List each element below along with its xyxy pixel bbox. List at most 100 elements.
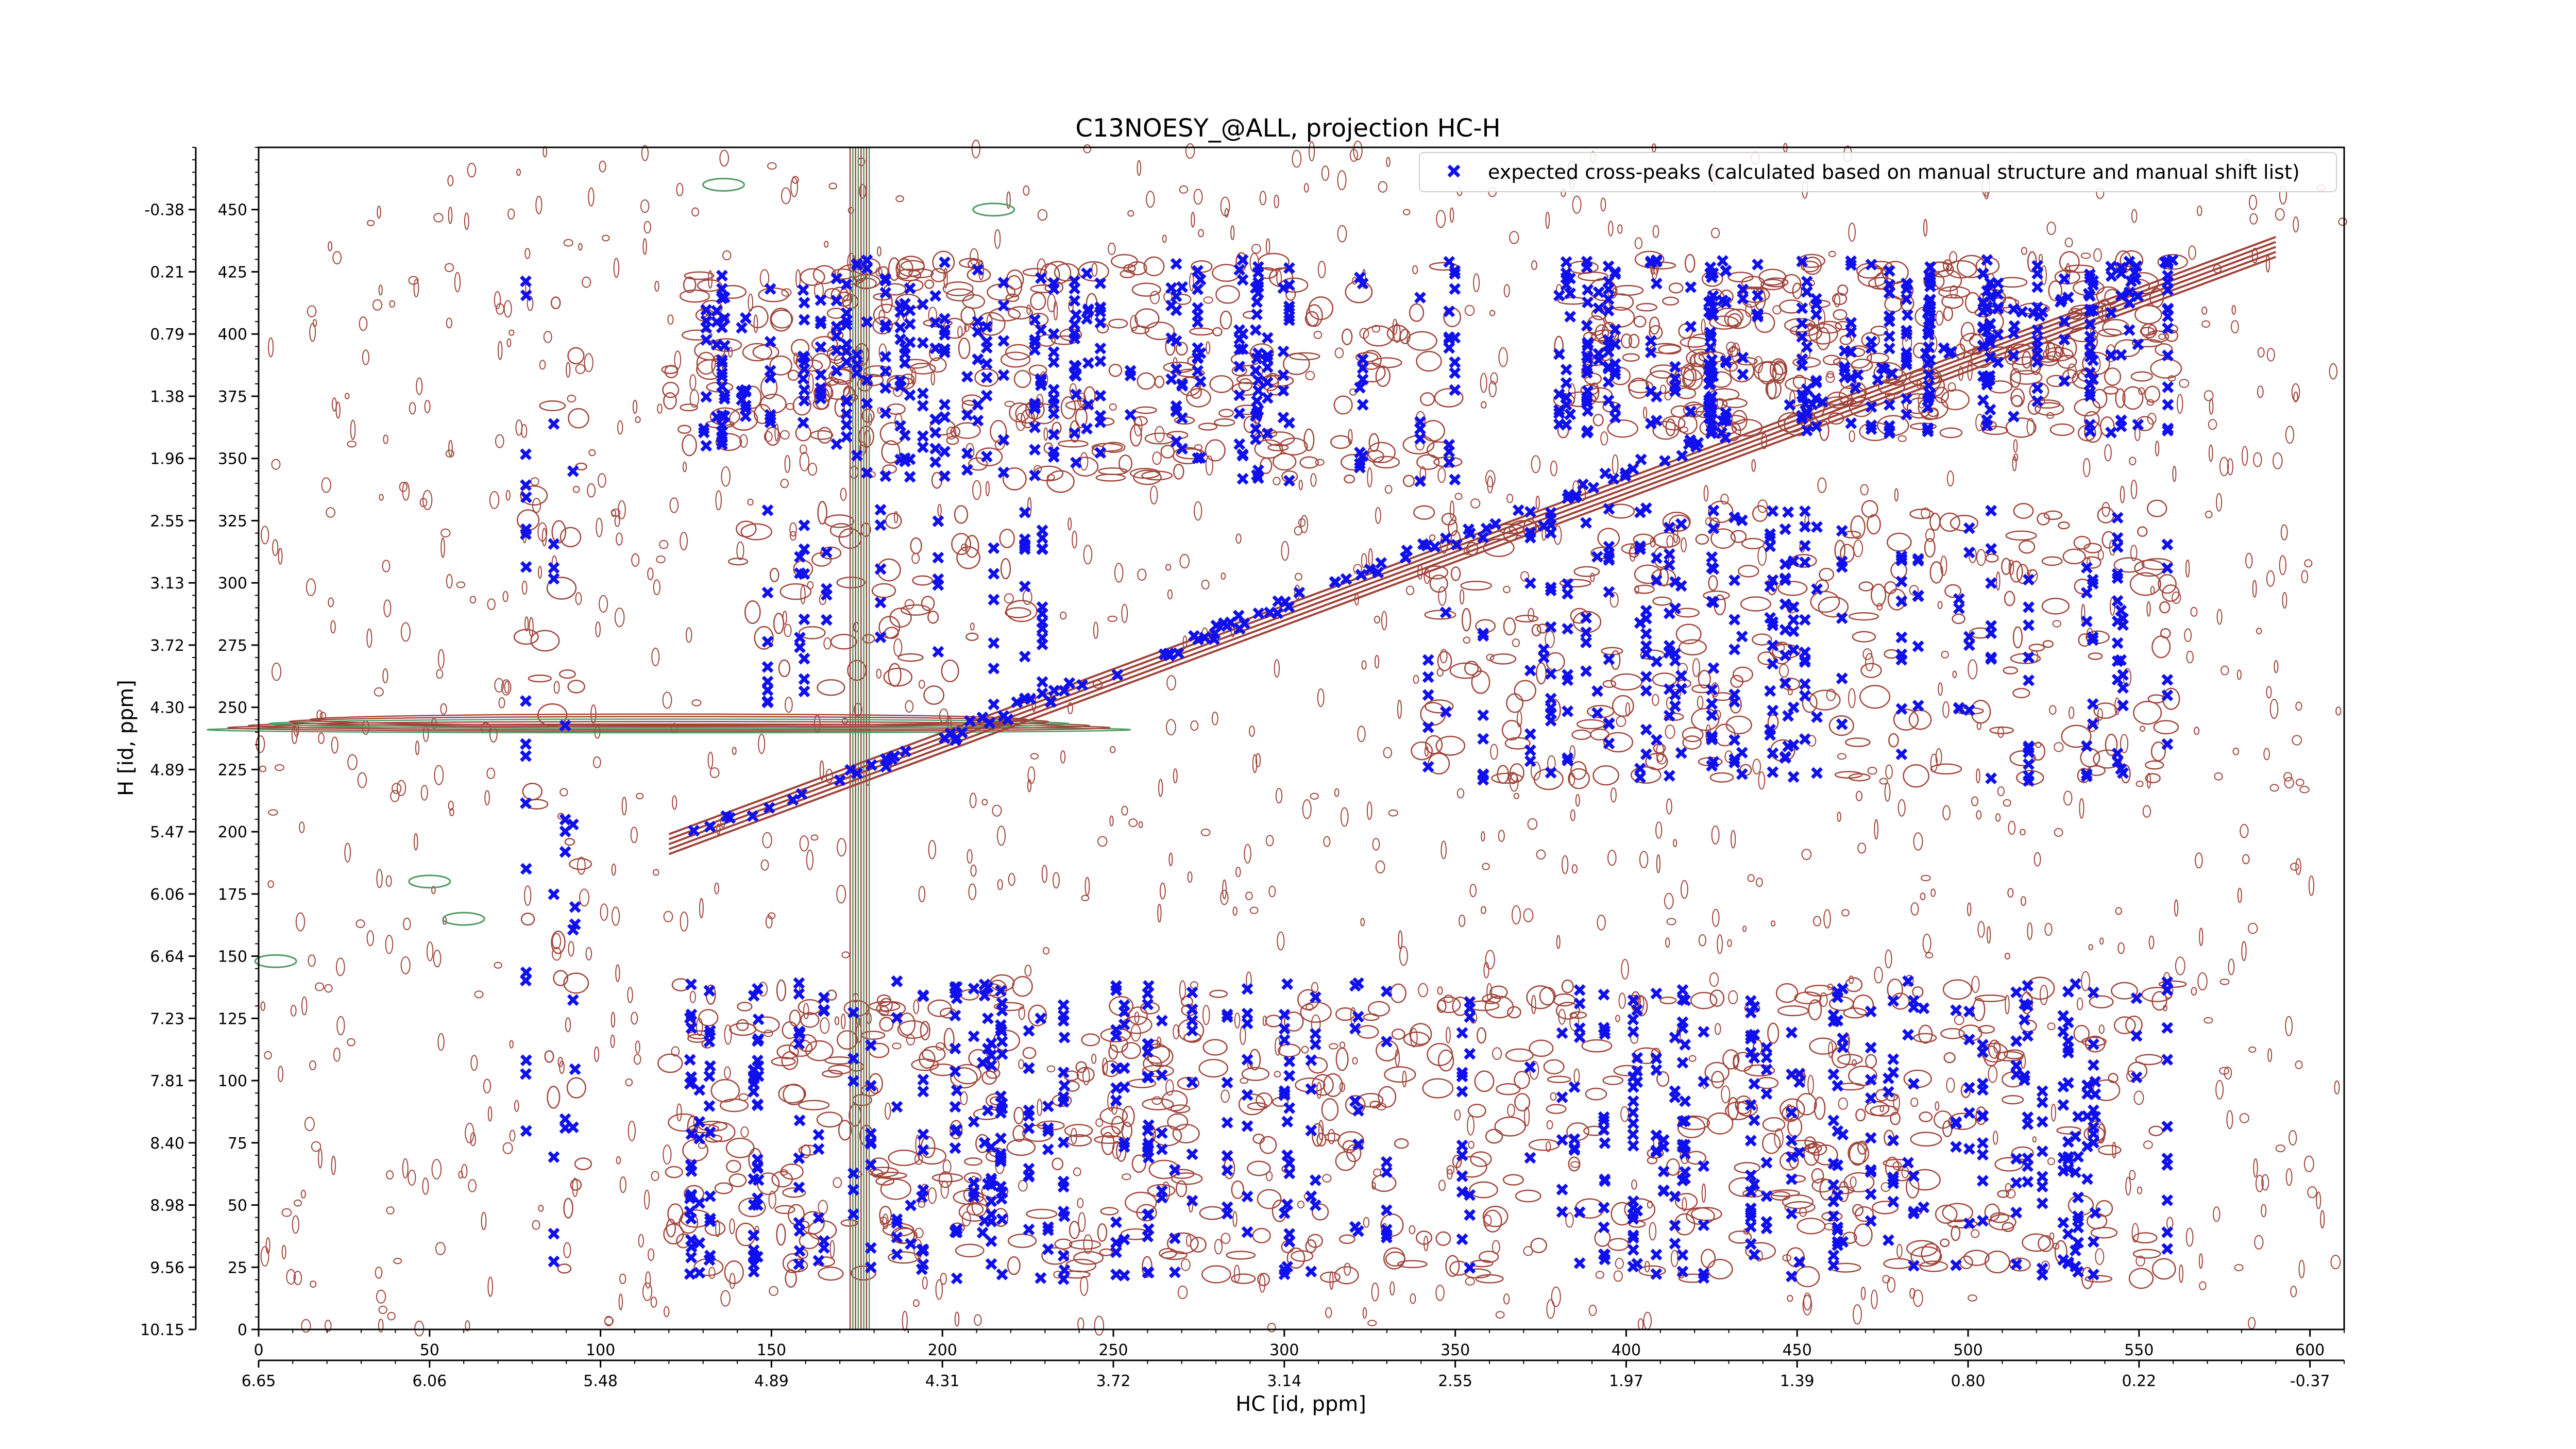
contour-peak [2151, 635, 2171, 659]
contour-peak [1433, 456, 1463, 468]
contour-peak [2011, 1146, 2034, 1160]
cross-peak [851, 449, 863, 462]
contour-peak [1536, 662, 1547, 685]
contour-noise [1185, 143, 1195, 159]
contour-peak [2041, 556, 2063, 566]
contour-noise [278, 548, 283, 565]
contour-noise [1588, 1304, 1597, 1316]
contour-noise [1817, 477, 1827, 493]
contour-noise [1558, 1008, 1566, 1025]
cross-peak [968, 983, 980, 995]
contour-peak [1122, 1106, 1135, 1127]
contour-peak [740, 523, 772, 541]
contour-peak [1402, 475, 1415, 487]
contour-noise [595, 621, 601, 637]
cross-peak [716, 380, 728, 393]
contour-noise [1353, 140, 1363, 161]
cross-peak [1241, 1089, 1253, 1101]
contour-noise [1230, 225, 1235, 240]
cross-peak [1305, 1054, 1317, 1066]
contour-peak [950, 1120, 963, 1140]
contour-noise [1536, 849, 1546, 860]
cross-peak [899, 347, 911, 360]
contour-noise [970, 864, 977, 877]
contour-noise [651, 1171, 659, 1181]
cross-peak [1422, 654, 1434, 666]
cross-peak [693, 1133, 706, 1145]
contour-noise [2245, 552, 2253, 569]
cross-peak [1019, 580, 1031, 593]
contour-noise [2216, 493, 2223, 512]
contour-peak [736, 1019, 749, 1032]
contour-peak [1475, 1274, 1504, 1284]
contour-noise [1137, 160, 1142, 176]
contour-noise [729, 1218, 735, 1235]
contour-peak [1975, 1106, 1987, 1125]
contour-noise [2205, 510, 2213, 518]
contour-peak [770, 309, 793, 329]
contour-peak [1871, 583, 1887, 607]
contour-noise [386, 1170, 394, 1180]
contour-noise [1937, 601, 1943, 609]
contour-peak [816, 1111, 843, 1128]
contour-peak [1482, 1205, 1509, 1227]
cross-peak [972, 398, 984, 411]
contour-peak [1129, 468, 1160, 479]
contour-peak [1386, 325, 1409, 342]
cross-peak [1035, 324, 1047, 336]
contour-peak [1584, 373, 1602, 385]
contour-noise [552, 933, 562, 950]
contour-peak [1960, 322, 1975, 342]
y-ppm-tick-label: 6.64 [150, 948, 184, 966]
cross-peak [1598, 988, 1610, 1001]
cross-peak [1353, 272, 1366, 284]
cross-peak [2161, 1120, 2174, 1133]
cross-peak [718, 393, 731, 405]
contour-noise [1692, 658, 1700, 677]
x-tick-label: 400 [1612, 1341, 1641, 1359]
cross-peak [1767, 766, 1779, 778]
contour-noise [315, 982, 325, 991]
cross-peak [1252, 374, 1264, 386]
contour-noise [918, 1201, 926, 1208]
contour-noise [841, 951, 850, 958]
contour-noise [1298, 479, 1303, 491]
cross-peak [2036, 1269, 2048, 1281]
cross-peak [548, 1151, 560, 1164]
contour-noise [828, 182, 837, 190]
contour-noise [372, 299, 383, 311]
cross-peak [996, 1213, 1008, 1225]
x-ppm-tick-label: 0.22 [2122, 1372, 2156, 1390]
cross-peak [1283, 300, 1295, 312]
contour-noise [1177, 1285, 1188, 1300]
cross-peak [1865, 335, 1877, 348]
contour-noise [382, 560, 391, 572]
cross-peak [1963, 1005, 1975, 1018]
contour-noise [2115, 907, 2122, 915]
cross-peak [1573, 984, 1586, 996]
contour-noise [617, 420, 623, 435]
cross-peak [820, 614, 833, 626]
contour-peak [1209, 375, 1234, 393]
contour-peak [2043, 510, 2063, 520]
contour-peak [966, 1203, 984, 1216]
cross-peak [980, 321, 993, 333]
cross-peak [1443, 305, 1455, 317]
contour-noise [281, 1244, 286, 1259]
cross-peak [899, 297, 911, 310]
cross-peak [1582, 283, 1594, 296]
cross-peak [904, 282, 916, 295]
contour-peak [1882, 261, 1909, 284]
cross-peak [874, 519, 887, 531]
contour-noise [808, 373, 814, 394]
contour-noise [1165, 1079, 1174, 1096]
contour-peak [824, 377, 839, 386]
cross-peak [1634, 771, 1646, 784]
contour-peak [1760, 279, 1785, 291]
contour-peak [1555, 1002, 1580, 1020]
contour-noise [385, 875, 392, 887]
contour-peak [1602, 680, 1617, 688]
contour-noise [359, 316, 368, 331]
contour-noise [2335, 706, 2342, 716]
contour-noise [1551, 1286, 1561, 1307]
